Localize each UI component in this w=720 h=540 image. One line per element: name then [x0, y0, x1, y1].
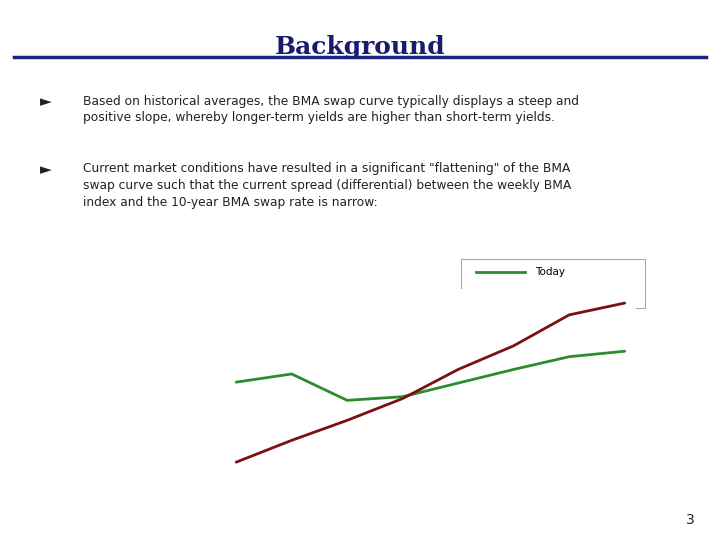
Text: CDR: CDR: [20, 498, 69, 518]
Text: BMA Swap Curve: BMA Swap Curve: [189, 273, 301, 286]
Text: 2 Years Ago: 2 Years Ago: [535, 289, 595, 299]
Text: Based on historical averages, the BMA swap curve typically displays a steep and
: Based on historical averages, the BMA sw…: [83, 94, 579, 125]
Text: ►: ►: [40, 94, 51, 110]
Text: Background: Background: [275, 35, 445, 59]
Text: Current market conditions have resulted in a significant "flattening" of the BMA: Current market conditions have resulted …: [83, 162, 571, 209]
Text: ►: ►: [40, 162, 51, 177]
Text: 3: 3: [686, 512, 695, 526]
Text: Today: Today: [535, 267, 564, 278]
Text: FINANCIAL PRODUCTS: FINANCIAL PRODUCTS: [20, 523, 81, 528]
